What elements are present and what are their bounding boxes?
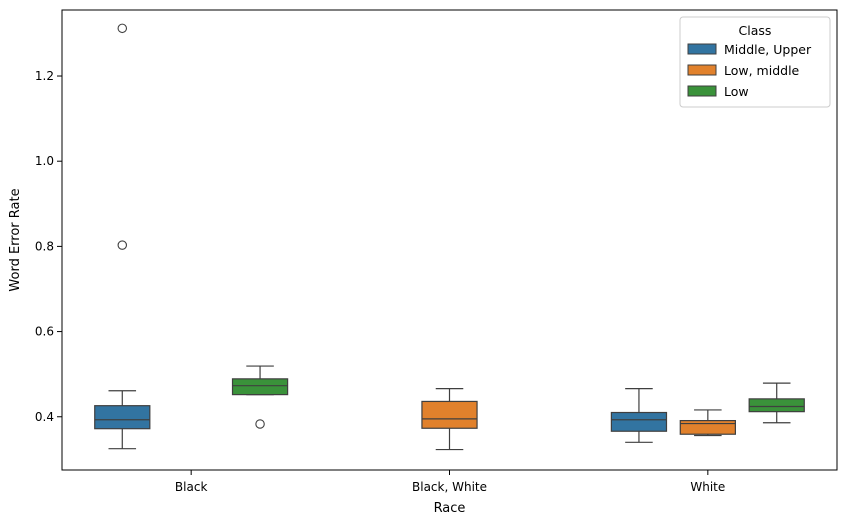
y-axis: 0.4 0.6 0.8 1.0 1.2: [35, 69, 62, 424]
x-tick-label: Black: [175, 480, 208, 494]
outlier-point: [255, 419, 265, 429]
y-tick-label: 0.4: [35, 410, 54, 424]
box-iqr: [748, 398, 805, 413]
y-tick-label: 0.6: [35, 325, 54, 339]
x-axis: Black Black, White White: [175, 470, 725, 494]
x-axis-title: Race: [434, 501, 466, 516]
x-tick-label: Black, White: [412, 480, 487, 494]
legend-label: Low, middle: [724, 63, 800, 78]
y-tick-label: 1.0: [35, 154, 54, 168]
x-tick-label: White: [690, 480, 725, 494]
box-0-0: [94, 23, 151, 450]
legend-frame: [679, 16, 831, 108]
box-iqr: [679, 419, 736, 435]
legend-label: Low: [724, 84, 749, 99]
y-tick-label: 0.8: [35, 239, 54, 253]
legend-swatch: [687, 43, 717, 55]
box-iqr: [421, 400, 478, 429]
legend-items: Middle, Upper Low, middle Low: [687, 42, 812, 99]
outlier-point: [117, 23, 128, 34]
box-iqr: [610, 411, 668, 432]
box-0-2: [610, 388, 668, 443]
y-axis-title: Word Error Rate: [8, 188, 23, 291]
legend: Class Middle, Upper Low, middle Low: [679, 16, 831, 108]
legend-swatch: [687, 85, 717, 97]
plot-area: [94, 23, 805, 451]
box-1-2: [679, 409, 736, 437]
outlier-point: [117, 240, 128, 250]
legend-title: Class: [739, 23, 772, 38]
legend-label: Middle, Upper: [724, 42, 812, 57]
y-tick-label: 1.2: [35, 69, 54, 83]
box-iqr: [231, 378, 289, 396]
legend-swatch: [687, 64, 717, 76]
box-iqr: [94, 405, 151, 430]
box-2-0: [231, 365, 289, 429]
box-2-2: [748, 382, 805, 424]
box-1-1: [421, 388, 478, 451]
